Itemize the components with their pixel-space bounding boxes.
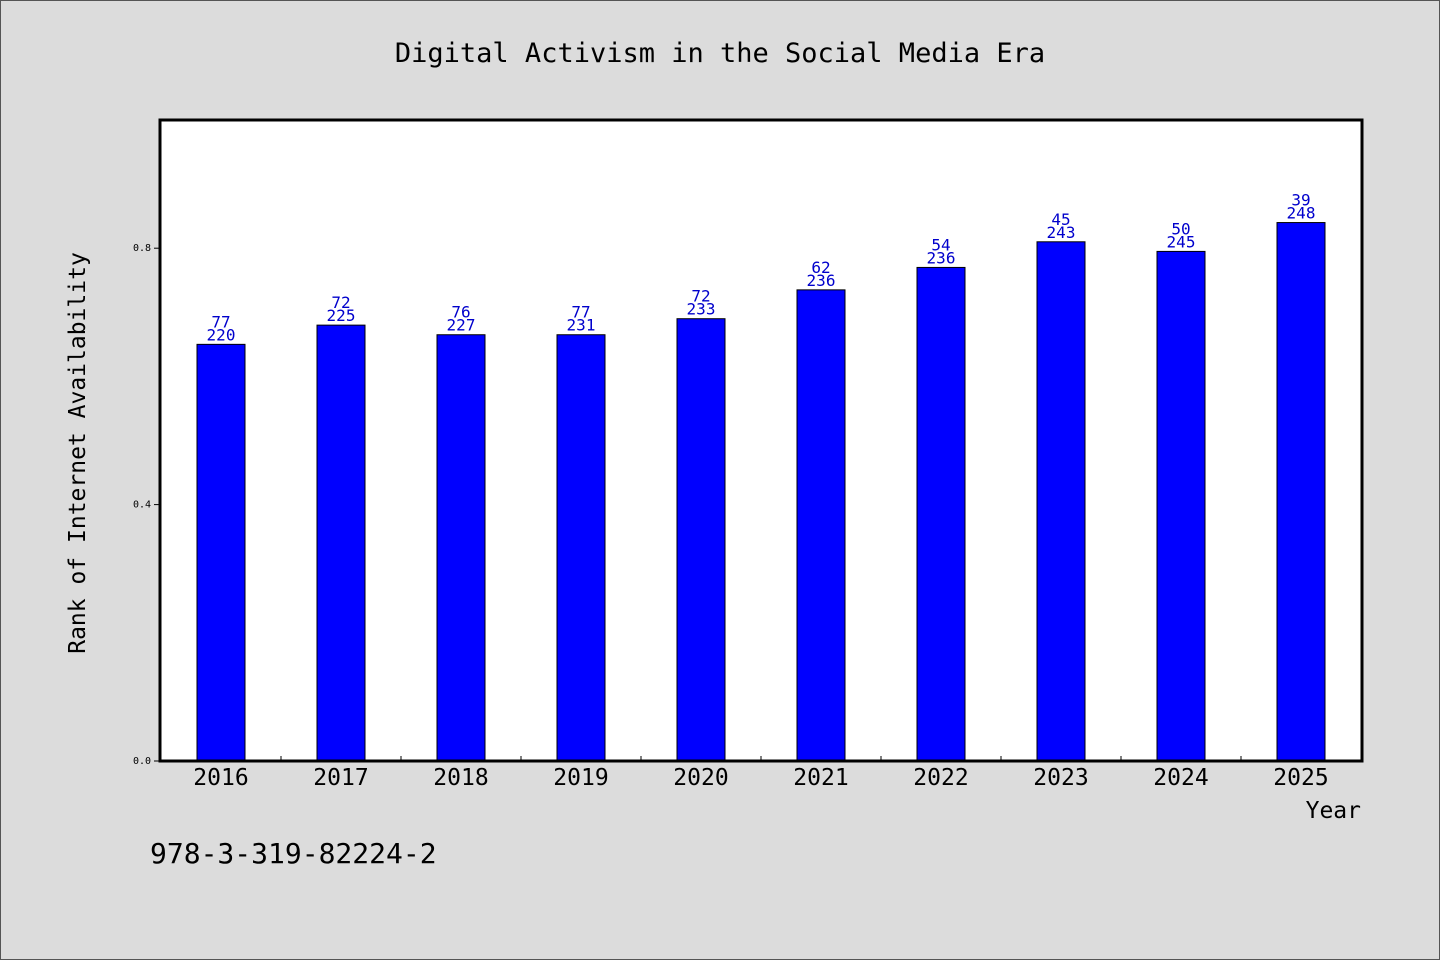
- bar-2022: [916, 266, 966, 762]
- y-tick-label-0.0: 0.0: [133, 756, 151, 767]
- chart-title: Digital Activism in the Social Media Era: [395, 38, 1045, 69]
- data-label-top-2016: 77: [211, 312, 230, 331]
- bar-2020: [676, 318, 726, 762]
- data-label-top-2024: 50: [1171, 219, 1190, 238]
- y-tick-label-0.4: 0.4: [133, 500, 151, 511]
- data-label-bottom-2024: 245: [1167, 232, 1196, 251]
- plot-frame: [158, 118, 1364, 763]
- data-label-top-2021: 62: [811, 258, 830, 277]
- x-tick-label-2016: 2016: [193, 765, 248, 791]
- data-label-top-2020: 72: [691, 287, 710, 306]
- data-label-bottom-2019: 231: [567, 316, 596, 335]
- x-axis-label: Year: [1306, 798, 1361, 824]
- data-label-top-2018: 76: [451, 303, 470, 322]
- x-tick-label-2024: 2024: [1153, 765, 1208, 791]
- data-label-bottom-2023: 243: [1047, 223, 1076, 242]
- data-label-bottom-2020: 233: [687, 300, 716, 319]
- bar-2025: [1276, 222, 1326, 762]
- data-label-bottom-2017: 225: [327, 306, 356, 325]
- data-label-top-2022: 54: [931, 235, 950, 254]
- x-tick-label-2023: 2023: [1033, 765, 1088, 791]
- data-label-bottom-2022: 236: [927, 248, 956, 267]
- data-label-bottom-2016: 220: [207, 325, 236, 344]
- y-tick-label-0.8: 0.8: [133, 243, 151, 254]
- data-label-bottom-2021: 236: [807, 271, 836, 290]
- bar-2024: [1156, 250, 1206, 762]
- x-tick-label-2018: 2018: [433, 765, 488, 791]
- bar-2019: [556, 334, 606, 762]
- x-tick-label-2020: 2020: [673, 765, 728, 791]
- x-axis: 2016 2017 2018 2019 2020 2021 2022 2023 2024 2025: [193, 756, 1329, 791]
- bar-2017: [316, 324, 366, 762]
- x-tick-label-2019: 2019: [553, 765, 608, 791]
- data-label-top-2017: 72: [331, 293, 350, 312]
- data-label-bottom-2025: 248: [1287, 204, 1316, 223]
- y-axis-label: Rank of Internet Availability: [65, 252, 91, 654]
- x-tick-label-2021: 2021: [793, 765, 848, 791]
- data-label-top-2019: 77: [571, 303, 590, 322]
- data-label-bottom-2018: 227: [447, 316, 476, 335]
- bar-2023: [1036, 241, 1086, 762]
- data-label-top-2025: 39: [1291, 191, 1310, 210]
- bars-group: [196, 222, 1326, 762]
- bar-2016: [196, 343, 246, 762]
- bar-2018: [436, 334, 486, 762]
- x-tick-label-2025: 2025: [1273, 765, 1328, 791]
- x-tick-label-2022: 2022: [913, 765, 968, 791]
- data-label-top-2023: 45: [1051, 210, 1070, 229]
- isbn-text: 978-3-319-82224-2: [150, 837, 437, 870]
- x-tick-label-2017: 2017: [313, 765, 368, 791]
- y-axis: 0.0 0.4 0.8: [133, 243, 160, 767]
- bar-2021: [796, 289, 846, 762]
